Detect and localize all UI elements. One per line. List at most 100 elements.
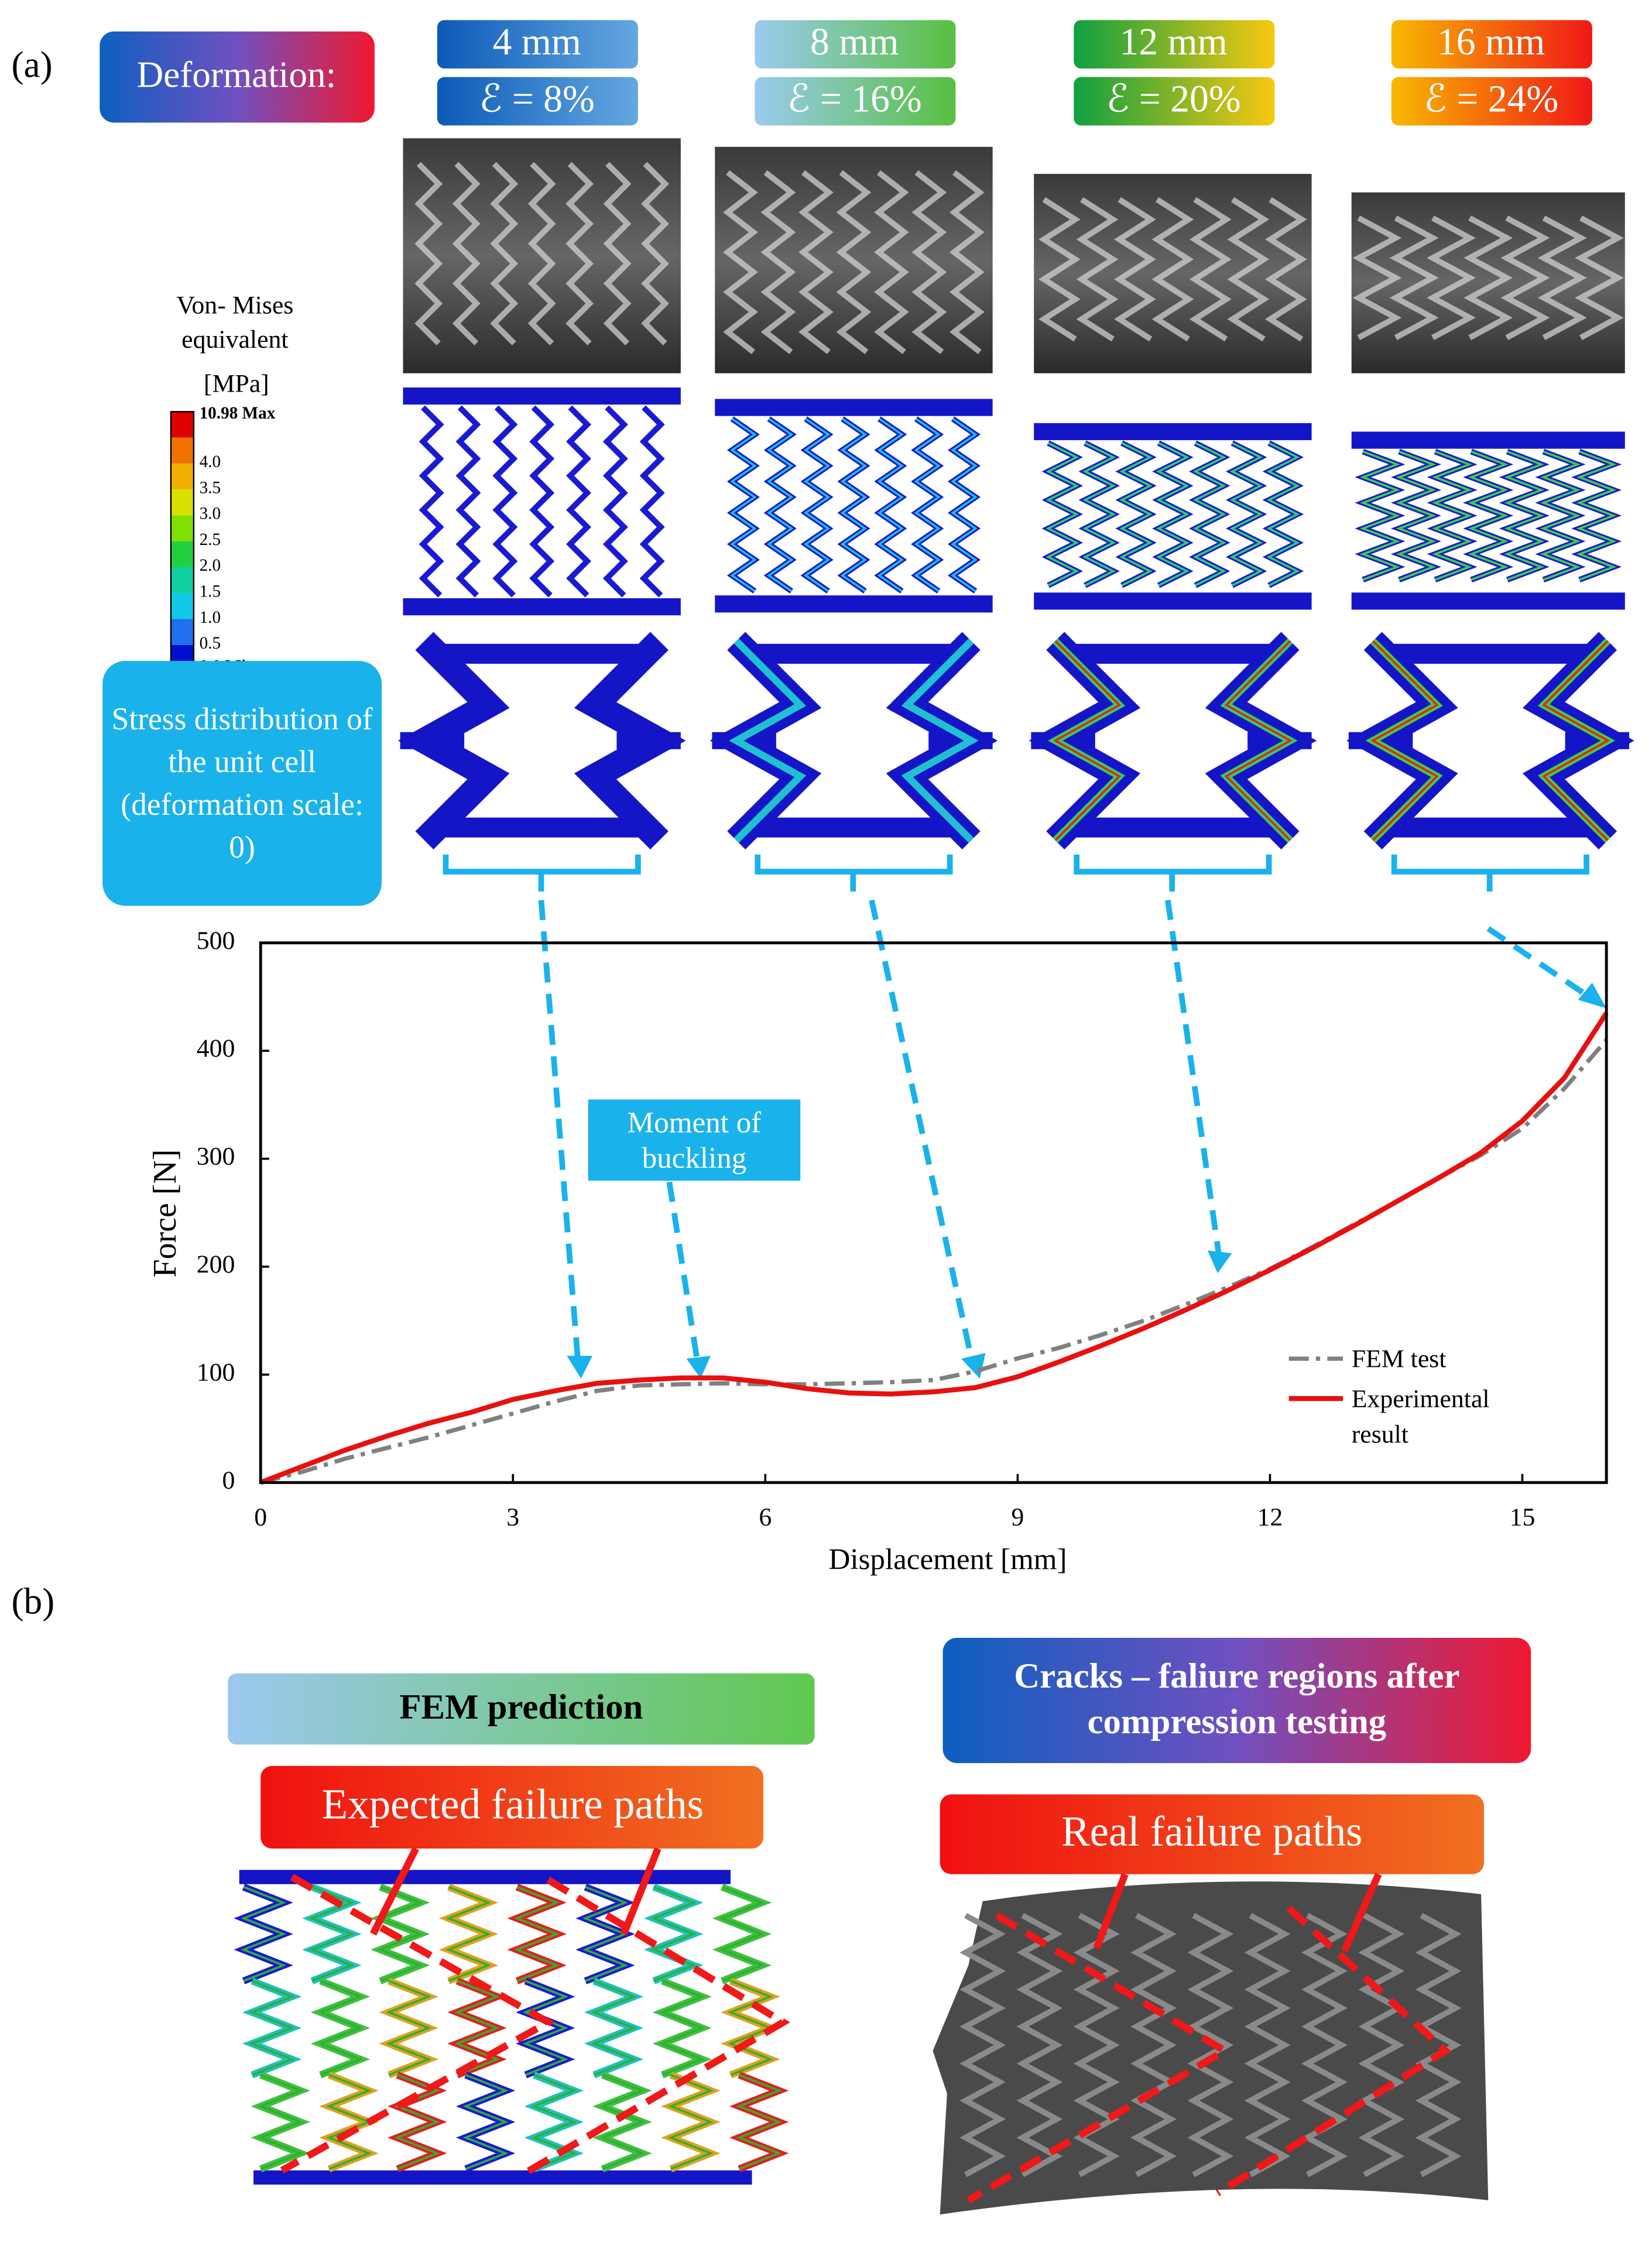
cell-bar xyxy=(438,817,646,838)
y-tick-label: 300 xyxy=(197,1143,235,1171)
fem-strut-stress xyxy=(1119,442,1153,587)
colorbar-unit: [MPa] xyxy=(204,370,269,398)
cell-stress xyxy=(901,638,979,843)
photo-strut xyxy=(723,170,758,355)
note-box-text: Stress distribution of the unit cell (de… xyxy=(112,701,373,865)
x-tick-label: 9 xyxy=(1011,1503,1024,1531)
stage-box xyxy=(437,20,638,69)
fem-title: FEM prediction xyxy=(399,1688,643,1727)
colorbar-swatch xyxy=(170,489,194,516)
y-tick-label: 400 xyxy=(197,1034,235,1062)
lattice-strut xyxy=(377,1885,423,1982)
photo-strut xyxy=(1039,197,1081,342)
photo-strut xyxy=(911,170,947,355)
annotation-box xyxy=(588,1099,801,1181)
lattice-strut xyxy=(258,2074,304,2170)
fem-strut xyxy=(639,405,665,598)
fem-strut-stress xyxy=(1156,442,1190,587)
lattice-strut xyxy=(394,2074,440,2170)
colorbar-title: Von- Mises equivalent xyxy=(176,290,294,354)
fem-strut xyxy=(529,405,555,598)
deformation-label: Deformation: xyxy=(136,54,336,95)
stage-box xyxy=(755,20,956,69)
bracket xyxy=(1074,854,1272,892)
fem-title-box xyxy=(228,1673,815,1745)
colorbar-label: 0.5 xyxy=(200,634,221,653)
fem-plate xyxy=(715,399,993,416)
stage-headers: 4 mm ℰ = 8% 8 mm ℰ = 16% 12 mm ℰ = 20% 16 mm ℰ … xyxy=(437,20,1592,126)
lattice-strut xyxy=(514,1885,560,1982)
bracket xyxy=(755,854,953,892)
arrows xyxy=(538,899,1591,1365)
lattice-strut xyxy=(650,1885,697,1982)
fem-strut-stress xyxy=(1229,442,1263,587)
cell-bar xyxy=(1070,817,1276,838)
note-box xyxy=(102,661,382,906)
y-tick-label: 500 xyxy=(197,927,235,955)
specimen-images xyxy=(397,138,1634,892)
deformation-box xyxy=(100,31,375,123)
fem-strut xyxy=(566,405,591,598)
test-title-box-text: Cracks – faliure regions after compressi… xyxy=(1014,1658,1460,1742)
fem-strut-stress xyxy=(1046,442,1079,587)
stage-box xyxy=(1074,77,1275,126)
stage-strain: ℰ = 16% xyxy=(787,78,922,121)
cell-stress xyxy=(1370,640,1439,841)
photo-strut xyxy=(836,170,872,355)
arrow-head xyxy=(1578,982,1607,1009)
stage-strain: ℰ = 24% xyxy=(1424,78,1558,121)
stage-box xyxy=(437,77,638,126)
cell-chevron xyxy=(574,632,686,850)
lattice-strut xyxy=(249,1980,295,2076)
test-callout-box xyxy=(940,1794,1484,1874)
photo-strut xyxy=(414,162,443,346)
stage-displacement: 4 mm xyxy=(492,20,581,63)
stage-strain: ℰ = 8% xyxy=(479,78,595,121)
callout-arrow xyxy=(1341,1873,1382,1953)
photo-strut xyxy=(1427,215,1476,341)
photo-strut xyxy=(874,170,909,355)
legend-entry-box: Experimental result xyxy=(1351,1384,1490,1449)
photo-strut xyxy=(641,162,669,346)
stage-box xyxy=(1074,20,1275,69)
cell-bar xyxy=(1070,643,1276,664)
legend-entry: Experimental result xyxy=(1351,1384,1490,1449)
cell-stress xyxy=(729,638,807,843)
cell-bar xyxy=(750,817,957,838)
photo-strut xyxy=(527,162,556,346)
photo-strut xyxy=(1352,215,1402,341)
fem-plate xyxy=(1351,431,1625,449)
photo-strut xyxy=(1227,197,1270,342)
failure-images xyxy=(234,1847,1489,2215)
cell-stress xyxy=(1224,640,1293,841)
lattice-strut xyxy=(522,1980,568,2076)
x-tick-label: 6 xyxy=(759,1503,772,1531)
test-title: Cracks – faliure regions after compressi… xyxy=(1014,1658,1460,1742)
panel-label: (a) xyxy=(11,44,52,85)
fem-strut-stress xyxy=(803,417,831,592)
photo-strut xyxy=(959,1913,1006,2178)
x-axis-label: Displacement [mm] xyxy=(828,1543,1067,1576)
cell-chevron xyxy=(397,632,510,850)
lattice-strut xyxy=(667,2074,714,2170)
photo-strut xyxy=(1016,1913,1063,2178)
arrow xyxy=(869,899,976,1365)
fem-callout: Expected failure paths xyxy=(322,1781,704,1828)
lattice-strut xyxy=(462,2074,509,2170)
photo-strut xyxy=(1575,215,1624,341)
x-tick-label: 3 xyxy=(506,1503,519,1531)
photo-strut xyxy=(490,162,519,346)
colorbar-swatch xyxy=(170,437,194,464)
annotation-box-text: Moment of buckling xyxy=(628,1105,761,1174)
photo-strut xyxy=(1244,1913,1291,2178)
photo-strut xyxy=(1500,215,1550,341)
photo-strut xyxy=(565,162,594,346)
lattice-strut xyxy=(591,1980,637,2076)
arrow-head xyxy=(686,1356,711,1379)
colorbar-swatch xyxy=(170,619,194,645)
lattice-strut xyxy=(317,1980,364,2076)
failure-path xyxy=(280,1874,556,2174)
fem-plate xyxy=(1034,592,1312,610)
fem-strut-stress xyxy=(730,417,757,592)
colorbar-label: 1.5 xyxy=(200,582,221,601)
